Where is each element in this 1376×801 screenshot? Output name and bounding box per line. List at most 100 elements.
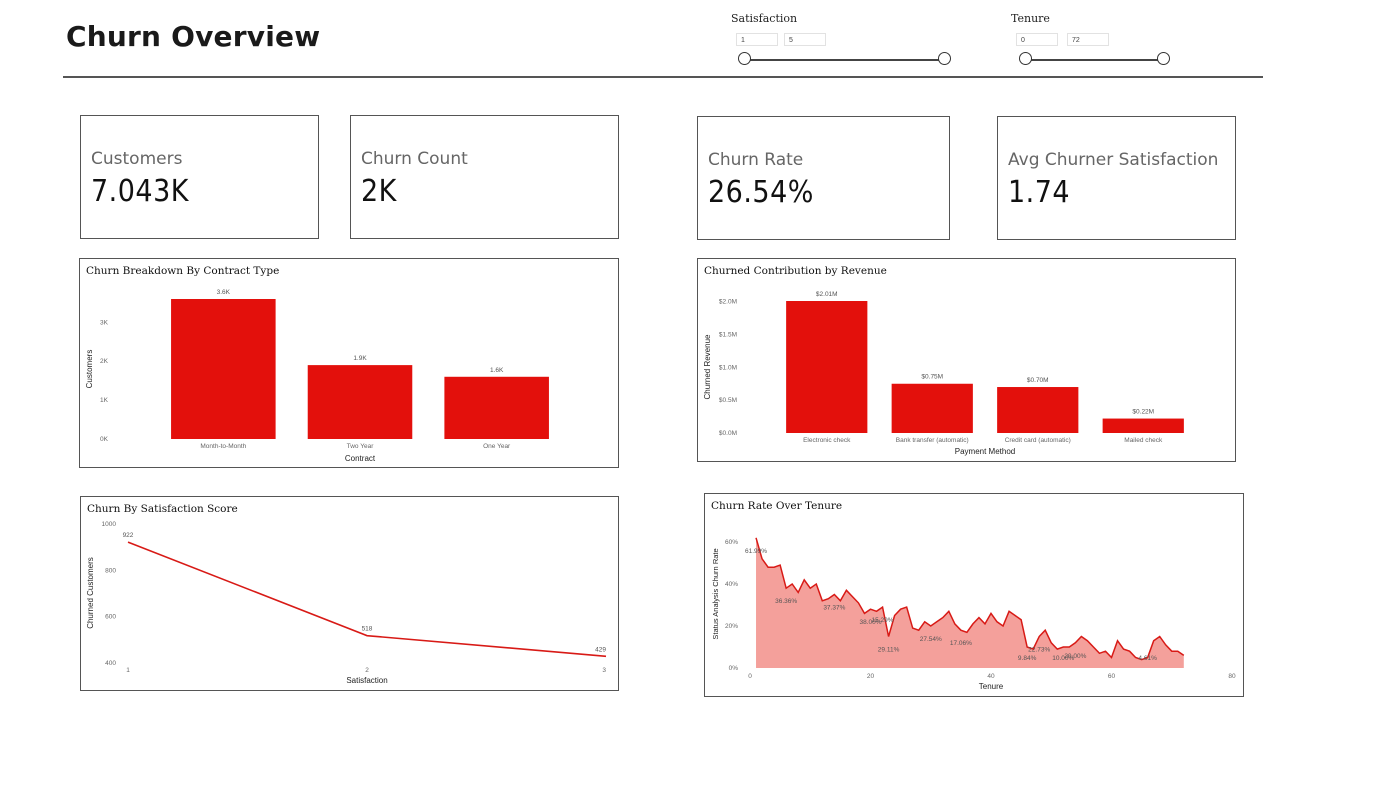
series-area xyxy=(756,537,1184,668)
revenue-chart-card[interactable]: Churned Contribution by Revenue $0.0M $0.… xyxy=(697,258,1236,462)
x-axis-label: Contract xyxy=(345,454,376,463)
kpi-value: 26.54% xyxy=(708,175,814,210)
y-axis-label: Churned Revenue xyxy=(703,334,712,399)
bar xyxy=(786,301,868,433)
data-label: $0.22M xyxy=(1132,409,1154,416)
kpi-card-churn-count[interactable]: Churn Count 2K xyxy=(350,115,619,239)
tenure-slider-track[interactable] xyxy=(1025,59,1163,61)
kpi-card-churn-rate[interactable]: Churn Rate 26.54% xyxy=(697,116,950,240)
x-tick-label: One Year xyxy=(483,443,511,450)
y-axis-label: Customers xyxy=(85,350,94,389)
y-axis-label: Churned Customers xyxy=(86,557,95,629)
data-label: $0.70M xyxy=(1027,377,1049,384)
x-tick-label: Electronic check xyxy=(803,437,851,444)
kpi-label: Churn Count xyxy=(361,149,468,169)
tenure-min-input[interactable]: 0 xyxy=(1016,33,1058,46)
satisfaction-min-input[interactable]: 1 xyxy=(736,33,778,46)
kpi-value: 7.043K xyxy=(91,174,189,209)
data-label: 17.06% xyxy=(950,640,972,647)
data-label: 22.73% xyxy=(1028,647,1050,654)
y-tick-label: 60% xyxy=(725,539,738,546)
x-tick-label: Month-to-Month xyxy=(200,443,246,450)
data-label: 10.00% xyxy=(1052,655,1074,662)
contract-chart-card[interactable]: Churn Breakdown By Contract Type 0K 1K 2K 3… xyxy=(79,258,619,468)
satisfaction-chart-card[interactable]: Churn By Satisfaction Score 400 600 800 100… xyxy=(80,496,619,691)
data-label: 37.37% xyxy=(823,605,845,612)
y-tick-label: 2K xyxy=(100,358,109,365)
header-divider xyxy=(63,76,1263,78)
y-tick-label: 600 xyxy=(105,614,116,621)
y-axis-label: Status Analysis Churn Rate xyxy=(711,548,720,639)
data-label: 9.84% xyxy=(1018,655,1037,662)
kpi-card-customers[interactable]: Customers 7.043K xyxy=(80,115,319,239)
satisfaction-slicer: Satisfaction 1 5 xyxy=(731,12,971,72)
satisfaction-max-handle[interactable] xyxy=(938,52,951,65)
data-label: 38.00% xyxy=(859,619,881,626)
y-tick-label: 0K xyxy=(100,436,109,443)
bar xyxy=(997,387,1079,433)
y-tick-label: 1000 xyxy=(102,521,117,528)
data-label: $0.75M xyxy=(921,374,943,381)
contract-bar-chart[interactable]: 0K 1K 2K 3K 3.6K Month-to-Month 1.9K Two Year 1.… xyxy=(80,259,618,467)
x-tick-label: 1 xyxy=(126,667,130,674)
x-tick-label: Credit card (automatic) xyxy=(1005,437,1071,444)
y-tick-label: $1.0M xyxy=(719,364,737,371)
kpi-label: Avg Churner Satisfaction xyxy=(1008,150,1219,170)
y-tick-label: 20% xyxy=(725,623,738,630)
series-line xyxy=(127,541,607,658)
data-label: 518 xyxy=(362,626,373,633)
bar xyxy=(1102,418,1184,433)
y-tick-label: 3K xyxy=(100,319,109,326)
y-tick-label: 1K xyxy=(100,397,109,404)
x-axis-label: Payment Method xyxy=(955,447,1015,456)
chart-title: Churn Breakdown By Contract Type xyxy=(86,265,280,277)
x-tick-label: 2 xyxy=(365,667,369,674)
data-label: 27.54% xyxy=(920,636,942,643)
y-tick-label: 40% xyxy=(725,581,738,588)
page-title: Churn Overview xyxy=(66,20,321,53)
y-tick-label: 400 xyxy=(105,660,116,667)
y-tick-label: 800 xyxy=(105,567,116,574)
data-label: 61.99% xyxy=(745,548,767,555)
x-tick-label: 80 xyxy=(1228,673,1236,680)
data-label: 429 xyxy=(595,646,606,653)
chart-title: Churn By Satisfaction Score xyxy=(87,503,238,515)
y-tick-label: $2.0M xyxy=(719,299,737,306)
chart-title: Churned Contribution by Revenue xyxy=(704,265,887,277)
x-tick-label: Mailed check xyxy=(1124,437,1163,444)
x-axis-label: Satisfaction xyxy=(346,676,387,685)
tenure-min-handle[interactable] xyxy=(1019,52,1032,65)
revenue-bar-chart[interactable]: $0.0M $0.5M $1.0M $1.5M $2.0M $2.01M Electroni… xyxy=(698,259,1235,461)
chart-title: Churn Rate Over Tenure xyxy=(711,500,843,512)
tenure-max-input[interactable]: 72 xyxy=(1067,33,1109,46)
y-tick-label: 0% xyxy=(729,665,739,672)
satisfaction-min-handle[interactable] xyxy=(738,52,751,65)
x-tick-label: 60 xyxy=(1108,673,1116,680)
x-tick-label: 40 xyxy=(987,673,995,680)
x-tick-label: Two Year xyxy=(347,443,375,450)
satisfaction-line-chart[interactable]: 4006008001000922151824293SatisfactionChu… xyxy=(81,497,618,690)
satisfaction-max-input[interactable]: 5 xyxy=(784,33,826,46)
tenure-max-handle[interactable] xyxy=(1157,52,1170,65)
data-label: 36.36% xyxy=(775,598,797,605)
tenure-slicer: Tenure 0 72 xyxy=(1011,12,1251,72)
kpi-value: 2K xyxy=(361,174,397,209)
bar xyxy=(891,383,973,433)
y-tick-label: $1.5M xyxy=(719,331,737,338)
bar xyxy=(307,365,413,439)
y-tick-label: $0.0M xyxy=(719,430,737,437)
kpi-card-avg-churner-satisfaction[interactable]: Avg Churner Satisfaction 1.74 xyxy=(997,116,1236,240)
data-label: 1.9K xyxy=(353,355,367,362)
tenure-chart-card[interactable]: Churn Rate Over Tenure 0% 20% 40% 60% 0 20 40 6… xyxy=(704,493,1244,697)
kpi-value: 1.74 xyxy=(1008,175,1071,210)
satisfaction-slider-track[interactable] xyxy=(744,59,944,61)
data-label: 29.11% xyxy=(878,647,900,654)
data-label: 20.00% xyxy=(1064,653,1086,660)
kpi-label: Churn Rate xyxy=(708,150,804,170)
bar xyxy=(171,299,276,439)
kpi-label: Customers xyxy=(91,149,183,169)
bar xyxy=(444,376,549,439)
series-line xyxy=(755,537,1185,661)
tenure-area-chart[interactable]: 0% 20% 40% 60% 0 20 40 60 80 61.99% 36.36% 37.37% 38… xyxy=(705,494,1243,696)
tenure-slicer-title: Tenure xyxy=(1011,12,1050,25)
